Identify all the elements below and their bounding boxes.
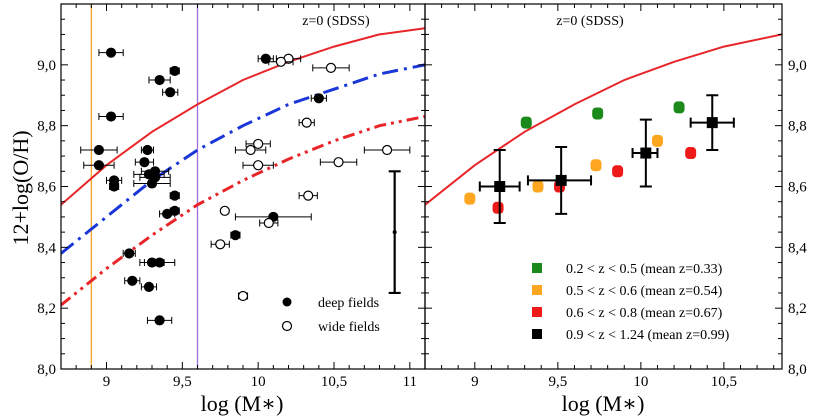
legend-marker-0-5-z-0-6-mean-z-0-54 <box>532 285 542 295</box>
wide-fields-point <box>219 205 230 216</box>
deep-fields-point <box>146 178 158 189</box>
left-panel: z=0 (SDSS) deep fields wide fields 9 9,5 1… <box>37 3 426 390</box>
legend-label-0-6-z-0-8-mean-z-0-67: 0.6 < z < 0.8 (mean z=0.67) <box>566 306 723 321</box>
deep-fields-point <box>139 157 150 168</box>
deep-fields-point <box>105 47 117 58</box>
right-x-tick-label: 10 <box>633 374 648 390</box>
legend-label-0-2-z-0-5-mean-z-0-33: 0.2 < z < 0.5 (mean z=0.33) <box>566 262 723 277</box>
deep-fields-point <box>260 53 271 64</box>
left-y-tick-label: 8,6 <box>37 180 56 196</box>
deep-fields-point <box>127 275 138 286</box>
right-y-tick-label-right: 8,2 <box>788 301 807 317</box>
wide-fields-point <box>381 144 393 156</box>
deep-fields-point <box>169 205 180 216</box>
left-x-tick-label: 9 <box>103 374 111 390</box>
left-y-tick-label: 8,2 <box>37 301 56 317</box>
right-x-axis-label: log (M∗) <box>562 391 645 416</box>
0-2-z-0-5-mean-z-0-33-point <box>592 107 604 120</box>
deep-fields-point <box>143 169 155 180</box>
right-y-tick-label-right: 8,0 <box>788 362 807 378</box>
left-x-tick-label: 9,5 <box>173 374 192 390</box>
0-2-z-0-5-mean-z-0-33-point <box>520 116 532 129</box>
wide-fields-point <box>263 217 274 229</box>
wide-fields-point <box>325 62 337 73</box>
right-y-tick-label-right: 8,8 <box>788 119 807 135</box>
deep-fields-point <box>230 230 241 241</box>
left-curve-dashdotdot <box>61 115 425 307</box>
right-panel: z=0 (SDSS) 0.2 < z < 0.5 (mean z=0.33)0.… <box>424 3 807 390</box>
0-6-z-0-8-mean-z-0-67-point <box>492 201 504 214</box>
left-x-axis-label: log (M∗) <box>201 391 284 416</box>
wide-fields-point <box>245 144 256 156</box>
deep-fields-point <box>108 181 120 192</box>
wide-fields-point <box>237 290 249 302</box>
deep-fields-point <box>154 74 165 86</box>
legend-label-0-9-z-1-24-mean-z-0-99: 0.9 < z < 1.24 (mean z=0.99) <box>566 328 730 343</box>
deep-fields-point <box>154 315 165 326</box>
left-x-tick-label: 11 <box>403 374 417 390</box>
mean-z-0-99-point <box>555 174 567 186</box>
legend-label-0-5-z-0-6-mean-z-0-54: 0.5 < z < 0.6 (mean z=0.54) <box>566 284 723 299</box>
wide-fields-point <box>333 157 344 168</box>
0-5-z-0-6-mean-z-0-54-point <box>651 134 663 147</box>
right-x-tick-label: 9 <box>471 374 479 390</box>
wide-fields-point <box>301 117 312 128</box>
deep-fields-point <box>93 160 105 171</box>
deep-fields-point <box>169 65 180 77</box>
right-y-tick-label-right: 8,4 <box>788 240 807 256</box>
wide-fields-point <box>275 56 287 67</box>
deep-fields-point <box>169 190 180 201</box>
wide-fields-point <box>215 239 226 250</box>
deep-fields-point <box>105 111 117 122</box>
0-5-z-0-6-mean-z-0-54-point <box>464 192 476 205</box>
0-6-z-0-8-mean-z-0-67-point <box>685 147 697 160</box>
deep-fields-point <box>313 93 324 104</box>
left-x-tick-label: 10,5 <box>321 374 347 390</box>
legend-marker-0-9-z-1-24-mean-z-0-99 <box>532 329 542 339</box>
left-annotation: z=0 (SDSS) <box>302 14 370 29</box>
left-curve-solid <box>61 27 425 206</box>
right-curve-solid <box>425 33 782 206</box>
0-5-z-0-6-mean-z-0-54-point <box>532 180 544 193</box>
deep-fields-point <box>143 281 155 292</box>
deep-fields-point <box>93 144 105 156</box>
wide-fields-point <box>253 138 264 150</box>
mean-z-0-99-point <box>494 181 506 192</box>
left-x-tick-label: 10 <box>251 374 266 390</box>
legend-label-wide-fields: wide fields <box>318 320 380 335</box>
0-5-z-0-6-mean-z-0-54-point <box>590 159 602 172</box>
wide-fields-point <box>253 160 264 171</box>
deep-fields-point <box>154 257 165 268</box>
left-y-tick-label: 8,8 <box>37 119 56 135</box>
mean-z-0-99-point <box>640 147 652 159</box>
deep-fields-point <box>124 248 135 259</box>
0-2-z-0-5-mean-z-0-33-point <box>673 101 685 114</box>
legend-marker-0-6-z-0-8-mean-z-0-67 <box>532 307 542 317</box>
deep-fields-point <box>165 87 176 98</box>
left-y-tick-label: 8,4 <box>37 240 56 256</box>
mean-z-0-99-point <box>706 117 718 129</box>
legend-marker-wide-fields <box>281 320 293 332</box>
legend-marker-deep-fields <box>282 297 292 307</box>
right-legend: 0.2 < z < 0.5 (mean z=0.33) 0.5 < z < 0.6… <box>532 262 730 343</box>
left-y-tick-label: 8,0 <box>37 362 56 378</box>
legend-label-deep-fields: deep fields <box>318 296 379 311</box>
wide-fields-point <box>303 190 314 201</box>
left-y-tick-label: 9,0 <box>37 58 56 74</box>
y-axis-label: 12+log(O/H) <box>8 130 33 245</box>
0-6-z-0-8-mean-z-0-67-point <box>612 165 624 178</box>
right-y-tick-label-right: 9,0 <box>788 58 807 74</box>
legend-marker-0-2-z-0-5-mean-z-0-33 <box>532 263 542 273</box>
reference-errorbar-point <box>392 230 397 235</box>
left-curve-dashdot <box>61 63 425 255</box>
deep-fields-point <box>142 144 153 156</box>
right-annotation: z=0 (SDSS) <box>556 14 624 29</box>
right-x-tick-label: 9,5 <box>548 374 567 390</box>
right-x-tick-label: 10,5 <box>711 374 737 390</box>
right-y-tick-label-right: 8,6 <box>788 180 807 196</box>
